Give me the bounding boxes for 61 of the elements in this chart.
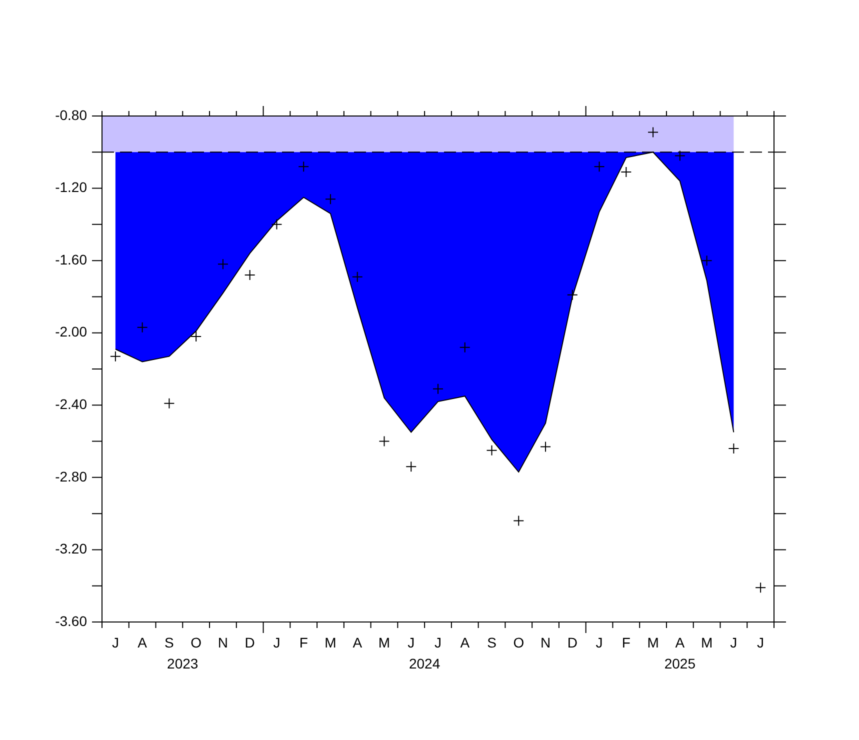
point — [728, 443, 740, 454]
x-tick-label: S — [487, 634, 496, 650]
x-tick-label: A — [138, 634, 148, 650]
x2-tick-label: 2024 — [408, 655, 440, 672]
point — [406, 461, 417, 472]
y-tick-label: -1.60 — [55, 251, 88, 268]
x-tick-label: M — [700, 634, 713, 650]
x-tick-label: D — [244, 634, 255, 650]
y-tick-label: -1.20 — [55, 179, 88, 196]
point — [486, 444, 498, 456]
point — [566, 289, 578, 300]
point — [136, 322, 148, 333]
x-tick-label: F — [622, 634, 630, 650]
point — [648, 126, 659, 138]
x-tick-label: O — [513, 634, 524, 650]
y-tick-label: -2.00 — [55, 324, 88, 340]
x-tick-label: J — [596, 634, 603, 650]
x-tick-label: A — [460, 634, 470, 650]
x-tick-label: J — [434, 634, 442, 650]
point — [271, 218, 282, 230]
x-tick-label: A — [352, 634, 363, 650]
point — [217, 258, 228, 270]
x-tick-label: M — [647, 634, 659, 650]
point — [190, 330, 202, 342]
point — [352, 271, 363, 282]
point — [755, 582, 766, 594]
x2-tick-label: 2025 — [664, 655, 696, 672]
x-tick-label: N — [218, 634, 228, 650]
point — [244, 270, 256, 281]
x-tick-label: J — [730, 634, 738, 650]
y-tick-label: -3.60 — [55, 612, 88, 629]
x2-tick-label: 2023 — [167, 655, 198, 672]
point — [620, 166, 632, 178]
point — [701, 255, 712, 266]
x-tick-label: N — [540, 634, 551, 650]
x-tick-label: M — [378, 634, 390, 650]
point — [540, 441, 552, 452]
y-tick-label: -3.20 — [55, 540, 88, 557]
x-tick-label: D — [567, 634, 578, 650]
y-tick-label: -2.80 — [55, 468, 88, 484]
point — [110, 350, 121, 362]
x-tick-label: J — [757, 634, 764, 650]
point — [324, 194, 336, 205]
x-tick-label: J — [112, 634, 119, 650]
x-tick-label: F — [299, 634, 308, 650]
point — [164, 398, 175, 409]
x-tick-label: M — [324, 634, 336, 650]
point — [674, 150, 686, 162]
y-tick-label: -2.40 — [55, 396, 88, 412]
x-tick-label: O — [190, 634, 202, 650]
point — [459, 342, 470, 353]
point — [298, 161, 310, 172]
point — [378, 436, 390, 447]
x-tick-label: A — [675, 634, 686, 650]
point — [513, 515, 524, 526]
point — [432, 383, 444, 394]
x-tick-label: J — [273, 634, 280, 650]
x-tick-label: S — [164, 634, 174, 650]
y-tick-label: -0.80 — [55, 106, 88, 123]
x-tick-label: J — [408, 634, 415, 650]
point — [594, 161, 605, 172]
